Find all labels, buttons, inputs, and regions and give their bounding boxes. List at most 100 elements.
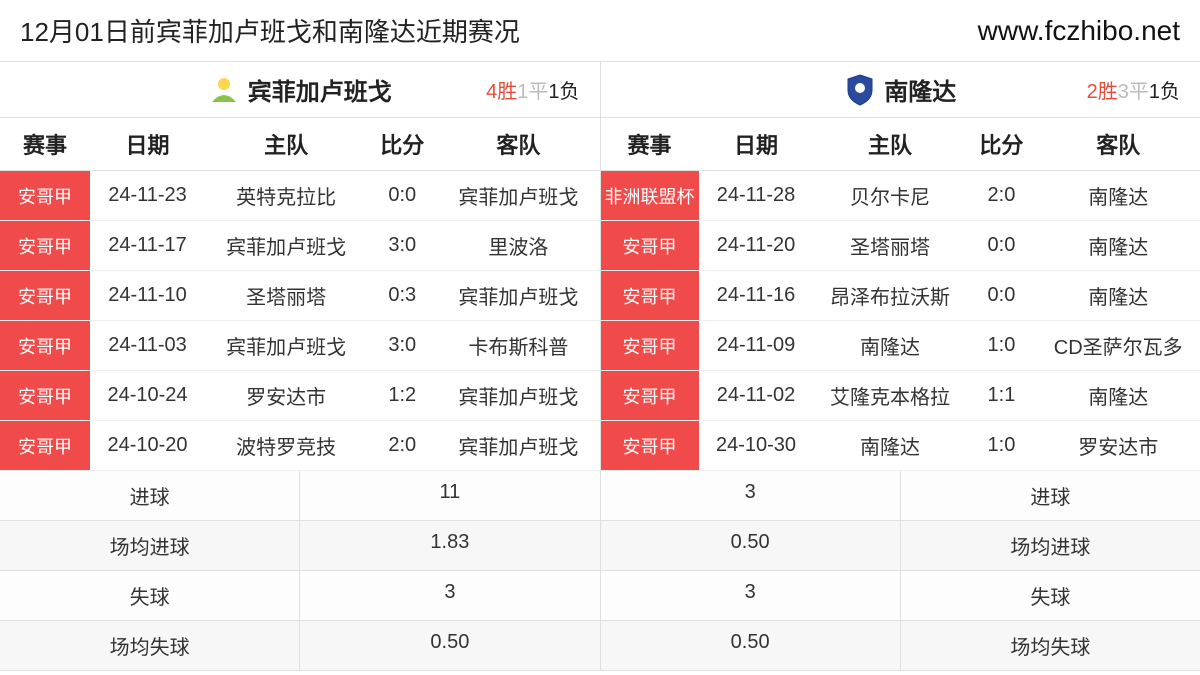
- cell-away: 卡布斯科普: [437, 321, 599, 371]
- stat-value-left: 0.50: [300, 621, 600, 670]
- stat-value-left: 3: [300, 571, 600, 620]
- cell-score: 0:0: [367, 171, 437, 221]
- stat-value-right: 3: [601, 471, 901, 520]
- cell-date: 24-11-02: [699, 371, 814, 421]
- cell-comp: 安哥甲: [601, 271, 699, 321]
- cell-score: 2:0: [367, 421, 437, 471]
- cell-date: 24-11-17: [90, 221, 205, 271]
- cell-comp: 安哥甲: [601, 221, 699, 271]
- cell-comp: 安哥甲: [0, 321, 90, 371]
- cell-score: 1:0: [966, 321, 1036, 371]
- cell-date: 24-11-09: [699, 321, 814, 371]
- stat-value-left: 11: [300, 471, 600, 520]
- stat-row-goals: 进球113进球: [0, 471, 1200, 521]
- col-score: 比分: [966, 118, 1036, 171]
- cell-score: 3:0: [367, 221, 437, 271]
- team-record-right: 2胜3平1负: [1087, 75, 1180, 104]
- match-row: 安哥甲24-11-17宾菲加卢班戈3:0里波洛: [0, 221, 600, 271]
- cell-home: 波特罗竞技: [205, 421, 367, 471]
- cell-score: 0:0: [966, 221, 1036, 271]
- cell-date: 24-11-16: [699, 271, 814, 321]
- cell-comp: 安哥甲: [0, 221, 90, 271]
- cell-home: 艾隆克本格拉: [814, 371, 967, 421]
- stat-row-avg_conceded: 场均失球0.500.50场均失球: [0, 621, 1200, 671]
- match-row: 安哥甲24-11-03宾菲加卢班戈3:0卡布斯科普: [0, 321, 600, 371]
- cell-away: 南隆达: [1036, 221, 1200, 271]
- stat-label-right: 进球: [901, 471, 1200, 520]
- cell-home: 宾菲加卢班戈: [205, 221, 367, 271]
- col-comp: 赛事: [0, 118, 90, 171]
- cell-home: 圣塔丽塔: [205, 271, 367, 321]
- stat-row-avg_goals: 场均进球1.830.50场均进球: [0, 521, 1200, 571]
- stats-summary: 进球113进球场均进球1.830.50场均进球失球33失球场均失球0.500.5…: [0, 471, 1200, 671]
- cell-date: 24-11-10: [90, 271, 205, 321]
- cell-away: 罗安达市: [1036, 421, 1200, 471]
- cell-home: 罗安达市: [205, 371, 367, 421]
- stat-value-left: 1.83: [300, 521, 600, 570]
- cell-away: 宾菲加卢班戈: [437, 271, 599, 321]
- team-header-left: 宾菲加卢班戈 4胜1平1负: [0, 62, 601, 117]
- right-table: 赛事 日期 主队 比分 客队 非洲联盟杯24-11-28贝尔卡尼2:0南隆达安哥…: [601, 118, 1200, 471]
- col-date: 日期: [699, 118, 814, 171]
- cell-date: 24-11-03: [90, 321, 205, 371]
- cell-home: 南隆达: [814, 321, 967, 371]
- teams-header-row: 宾菲加卢班戈 4胜1平1负 南隆达 2胜3平1负: [0, 62, 1200, 118]
- col-score: 比分: [367, 118, 437, 171]
- col-home: 主队: [205, 118, 367, 171]
- site-url: www.fczhibo.net: [978, 15, 1180, 47]
- stat-label-right: 场均失球: [901, 621, 1200, 670]
- cell-score: 1:2: [367, 371, 437, 421]
- cell-away: 南隆达: [1036, 171, 1200, 221]
- stat-value-right: 0.50: [601, 621, 901, 670]
- table-header-row: 赛事 日期 主队 比分 客队: [601, 118, 1200, 171]
- stat-label-left: 场均失球: [0, 621, 300, 670]
- cell-home: 昂泽布拉沃斯: [814, 271, 967, 321]
- cell-home: 贝尔卡尼: [814, 171, 967, 221]
- cell-comp: 安哥甲: [601, 321, 699, 371]
- cell-score: 1:1: [966, 371, 1036, 421]
- cell-away: 南隆达: [1036, 371, 1200, 421]
- cell-date: 24-11-23: [90, 171, 205, 221]
- cell-score: 3:0: [367, 321, 437, 371]
- cell-comp: 安哥甲: [601, 371, 699, 421]
- page-header: 12月01日前宾菲加卢班戈和南隆达近期赛况 www.fczhibo.net: [0, 0, 1200, 62]
- cell-score: 1:0: [966, 421, 1036, 471]
- cell-date: 24-11-20: [699, 221, 814, 271]
- cell-score: 0:3: [367, 271, 437, 321]
- stat-value-right: 3: [601, 571, 901, 620]
- team-logo-left: [208, 74, 240, 106]
- cell-away: 宾菲加卢班戈: [437, 421, 599, 471]
- stat-label-right: 场均进球: [901, 521, 1200, 570]
- cell-home: 圣塔丽塔: [814, 221, 967, 271]
- stat-label-left: 失球: [0, 571, 300, 620]
- stat-row-conceded: 失球33失球: [0, 571, 1200, 621]
- match-row: 安哥甲24-11-16昂泽布拉沃斯0:0南隆达: [601, 271, 1200, 321]
- team-name-left: 宾菲加卢班戈: [248, 72, 392, 107]
- stat-label-left: 进球: [0, 471, 300, 520]
- match-row: 安哥甲24-11-10圣塔丽塔0:3宾菲加卢班戈: [0, 271, 600, 321]
- team-record-left: 4胜1平1负: [486, 75, 579, 104]
- match-row: 安哥甲24-11-02艾隆克本格拉1:1南隆达: [601, 371, 1200, 421]
- cell-comp: 安哥甲: [0, 271, 90, 321]
- cell-comp: 安哥甲: [601, 421, 699, 471]
- match-row: 安哥甲24-10-20波特罗竞技2:0宾菲加卢班戈: [0, 421, 600, 471]
- cell-away: 宾菲加卢班戈: [437, 171, 599, 221]
- cell-date: 24-10-30: [699, 421, 814, 471]
- col-comp: 赛事: [601, 118, 699, 171]
- cell-score: 0:0: [966, 271, 1036, 321]
- match-row: 安哥甲24-11-23英特克拉比0:0宾菲加卢班戈: [0, 171, 600, 221]
- stat-value-right: 0.50: [601, 521, 901, 570]
- left-table: 赛事 日期 主队 比分 客队 安哥甲24-11-23英特克拉比0:0宾菲加卢班戈…: [0, 118, 601, 471]
- match-row: 安哥甲24-10-24罗安达市1:2宾菲加卢班戈: [0, 371, 600, 421]
- cell-home: 英特克拉比: [205, 171, 367, 221]
- cell-away: 里波洛: [437, 221, 599, 271]
- match-tables: 赛事 日期 主队 比分 客队 安哥甲24-11-23英特克拉比0:0宾菲加卢班戈…: [0, 118, 1200, 471]
- team-header-right: 南隆达 2胜3平1负: [601, 62, 1200, 117]
- cell-date: 24-10-24: [90, 371, 205, 421]
- page-title: 12月01日前宾菲加卢班戈和南隆达近期赛况: [20, 12, 520, 49]
- match-row: 安哥甲24-10-30南隆达1:0罗安达市: [601, 421, 1200, 471]
- match-row: 非洲联盟杯24-11-28贝尔卡尼2:0南隆达: [601, 171, 1200, 221]
- cell-date: 24-10-20: [90, 421, 205, 471]
- cell-away: CD圣萨尔瓦多: [1036, 321, 1200, 371]
- cell-home: 南隆达: [814, 421, 967, 471]
